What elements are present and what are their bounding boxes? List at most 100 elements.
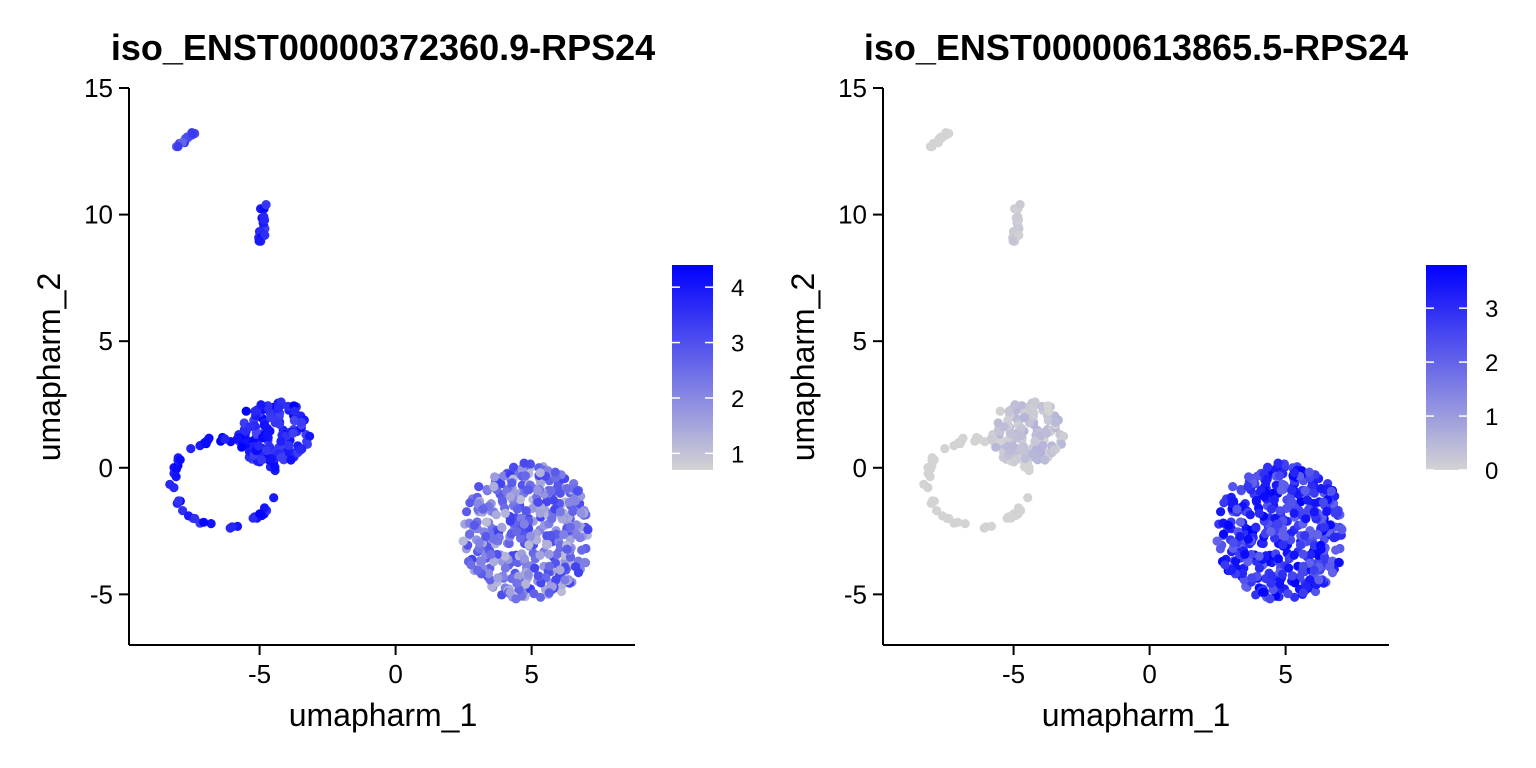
cell-point [1267,571,1278,581]
panel-1-points [165,128,593,604]
cell-point [260,230,270,240]
colorbar-tick-label: 4 [731,275,744,302]
cell-point [1259,492,1270,502]
cell-point [1273,458,1283,468]
cell-point [507,478,517,488]
cell-point [1304,467,1314,477]
cell-point [466,560,476,570]
cell-point [520,471,531,481]
cell-point [546,486,556,496]
cell-point [1295,540,1306,550]
cell-point [523,569,534,580]
cell-point [544,561,554,571]
cell-point [1236,484,1246,495]
x-tick-label: 5 [524,659,538,689]
cell-point [1277,569,1287,580]
cell-point [512,504,523,514]
cell-point [256,400,266,410]
cell-point [1289,508,1299,518]
colorbar-tick-label: 3 [731,331,744,358]
cell-point [944,513,954,524]
cell-point [186,444,196,454]
cell-point [171,464,181,474]
cell-point [1016,423,1026,433]
cell-point [1240,549,1250,560]
y-tick-label: -5 [90,579,113,609]
cell-point [519,458,529,468]
cell-point [504,538,514,549]
cell-point [477,556,487,566]
panel-2-y-axis-label: umapharm_2 [785,273,821,462]
cell-point [190,513,200,524]
cell-point [1243,557,1253,567]
cell-point [1023,493,1033,503]
x-tick-label: 5 [1278,659,1292,689]
cell-point [925,472,935,482]
cell-point [227,522,237,532]
cell-point [1043,415,1053,426]
cell-point [290,406,300,416]
cell-point [1228,538,1238,548]
cell-point [1265,594,1275,604]
cell-point [270,462,280,472]
cell-point [254,441,264,451]
cell-point [1287,497,1297,507]
cell-point [547,514,557,524]
cell-point [175,455,185,465]
cell-point [519,554,530,564]
cell-point [1016,445,1026,456]
cell-point [1017,401,1027,411]
panel-2-x-axis-label: umapharm_1 [1042,697,1231,733]
cell-point [297,417,307,427]
cell-point [1316,544,1326,554]
panel-1-colorbar: 1 2 3 4 [672,265,744,470]
cell-point [245,422,255,432]
panel-1-colorbar-ticks: 1 2 3 4 [672,275,744,468]
cell-point [1278,540,1288,550]
cell-point [1231,556,1241,566]
x-tick-label: 0 [1142,659,1156,689]
cell-point [576,508,586,518]
cell-point [533,497,543,507]
cell-point [940,444,950,454]
cell-point [1316,483,1326,494]
cell-point [1014,230,1024,240]
cell-point [1326,486,1336,496]
cell-point [1051,417,1061,427]
cell-point [542,497,552,507]
cell-point [525,531,536,541]
cell-point [521,579,531,589]
cell-point [500,563,510,573]
cell-point [1044,406,1054,416]
cell-point [469,520,479,531]
cell-point [1266,504,1276,514]
cell-point [490,472,500,482]
cell-point [1251,522,1261,532]
cell-point [562,544,572,554]
cell-point [1279,531,1290,541]
cell-point [276,452,286,463]
cell-point [481,531,491,542]
cell-point [474,482,484,492]
cell-point [1276,485,1286,495]
cell-point [568,506,578,517]
panel-1-axes [128,88,635,646]
cell-point [1309,541,1319,551]
cell-point [974,434,984,444]
cell-point [187,128,198,139]
cell-point [1212,536,1222,546]
cell-point [552,550,562,560]
cell-point [1305,575,1315,585]
cell-point [1219,498,1229,508]
y-tick-label: 0 [99,453,113,483]
cell-point [535,550,545,560]
x-tick-label: 0 [388,659,402,689]
cell-point [1238,568,1248,579]
colorbar-tick-label: 1 [1485,404,1498,431]
cell-point [305,431,315,441]
cell-point [251,428,261,438]
cell-point [493,573,503,583]
cell-point [1245,510,1255,520]
cell-point [565,552,576,562]
